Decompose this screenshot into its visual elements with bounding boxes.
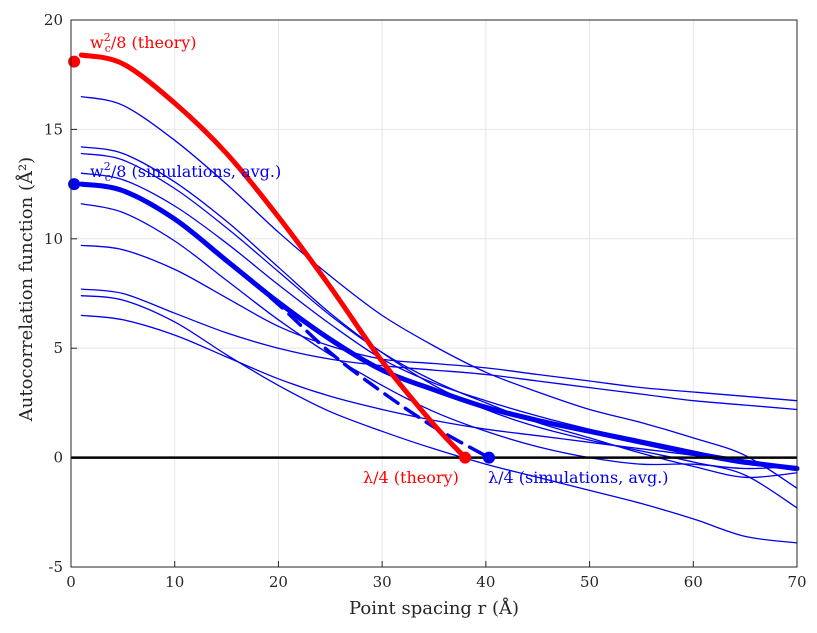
x-tick-label: 50 <box>580 573 599 591</box>
series-line-sim-8 <box>80 295 798 544</box>
x-tick-label: 20 <box>269 573 288 591</box>
plot-frame <box>70 19 798 568</box>
series-line-sim-6 <box>80 244 798 402</box>
y-tick-label: 5 <box>53 339 63 357</box>
x-tick-label: 40 <box>476 573 495 591</box>
annotation-lambda-sim: λ/4 (simulations, avg.) <box>488 468 669 487</box>
x-tick-label: 60 <box>684 573 703 591</box>
marker-lambda-sim <box>482 451 495 464</box>
marker-wc-sim <box>68 178 81 191</box>
annotation-wc-sim: w2 c/8 (simulations, avg.) <box>90 160 281 184</box>
annotation-lambda-theory: λ/4 (theory) <box>363 468 459 487</box>
series-line-theory <box>78 52 468 461</box>
x-tick-label: 30 <box>373 573 392 591</box>
y-tick-label: 15 <box>44 120 63 138</box>
x-tick-label: 70 <box>787 573 806 591</box>
y-tick-label: 10 <box>44 230 63 248</box>
y-tick-label: -5 <box>48 558 63 576</box>
x-axis-label: Point spacing r (Å) <box>349 597 519 619</box>
marker-wc-theory <box>68 55 81 68</box>
y-tick-label: 0 <box>53 449 63 467</box>
series-line-sim-9 <box>80 314 798 470</box>
series-line-sim-1 <box>80 95 798 489</box>
series-line-sim-4 <box>80 172 798 472</box>
series-line-sim-5 <box>80 203 798 470</box>
series <box>78 52 800 544</box>
y-axis-label: Autocorrelation function (Å²) <box>15 157 37 422</box>
annotation-wc-theory: w2 c/8 (theory) <box>90 31 197 55</box>
y-tick-label: 20 <box>44 11 63 29</box>
x-tick-label: 10 <box>165 573 184 591</box>
series-line-sim-7 <box>80 288 798 411</box>
series-line-sim-3 <box>80 152 798 479</box>
series-line-simulations-avg- <box>78 181 800 471</box>
x-tick-label: 0 <box>66 573 76 591</box>
marker-lambda-theory <box>459 451 472 464</box>
markers <box>68 55 495 464</box>
